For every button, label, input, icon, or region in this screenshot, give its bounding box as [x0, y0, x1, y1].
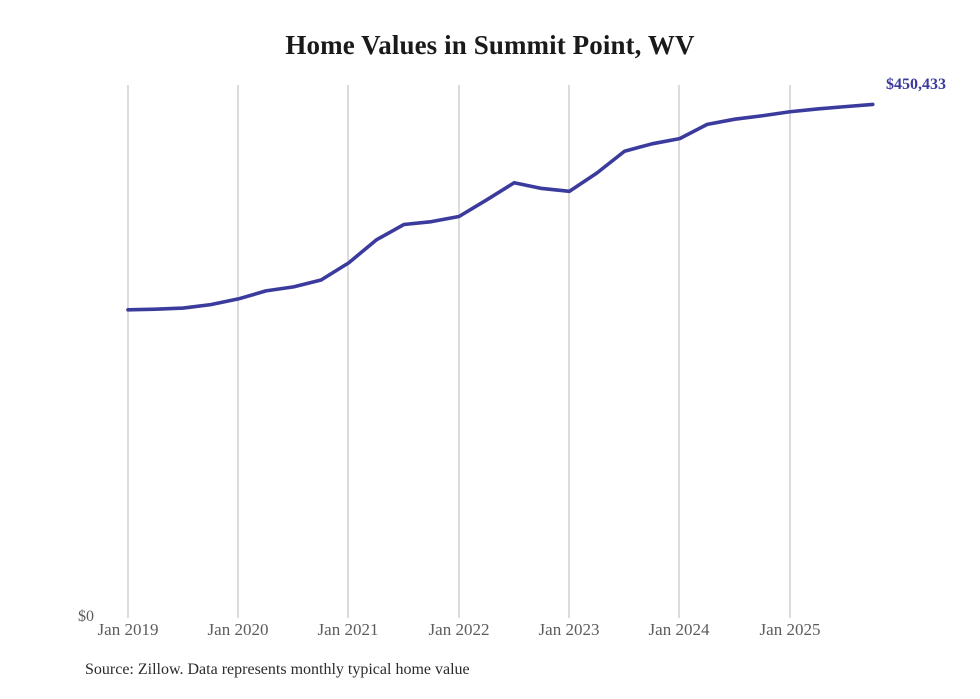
gridlines [127, 85, 791, 618]
x-tick-jan-2022: Jan 2022 [428, 620, 490, 639]
chart-title: Home Values in Summit Point, WV [285, 30, 695, 60]
y-axis-zero-label: $0 [78, 608, 94, 625]
source-note: Source: Zillow. Data represents monthly … [85, 661, 470, 678]
end-value-callout: $450,433 [886, 76, 946, 93]
x-tick-jan-2019: Jan 2019 [97, 620, 159, 639]
x-tick-jan-2020: Jan 2020 [207, 620, 269, 639]
home-value-line [126, 102, 875, 312]
x-tick-jan-2023: Jan 2023 [538, 620, 600, 639]
x-tick-jan-2024: Jan 2024 [648, 620, 710, 639]
x-tick-jan-2025: Jan 2025 [759, 620, 821, 639]
x-tick-jan-2021: Jan 2021 [317, 620, 379, 639]
